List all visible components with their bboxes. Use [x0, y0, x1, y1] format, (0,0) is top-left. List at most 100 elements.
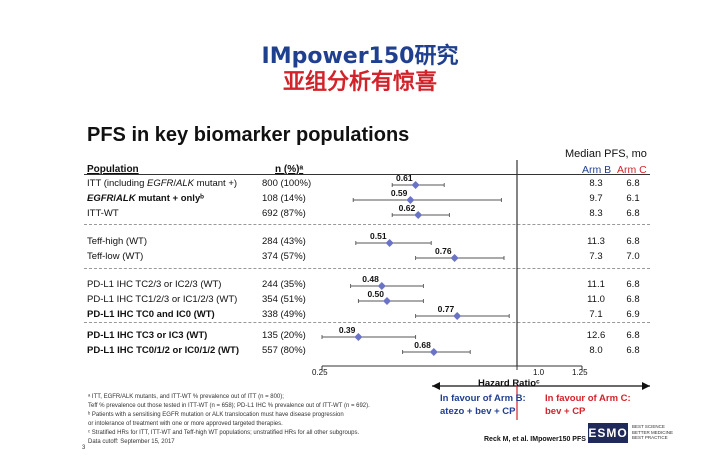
footnote: or intolerance of treatment with one or …	[88, 421, 283, 427]
hr-data-label: 0.77	[438, 304, 455, 314]
row-arm-c-median: 6.8	[626, 208, 640, 219]
row-label-part: EGFR	[147, 178, 174, 189]
row-arm-b-median: 7.3	[589, 251, 603, 262]
row-label-part: PD-L1 IHC TC0/1/2 or IC0/1/2 (WT)	[87, 345, 240, 356]
hr-marker	[377, 282, 386, 290]
row-n-value: 108 (14%)	[262, 193, 306, 204]
hr-marker	[450, 254, 459, 262]
esmo-tagline: BEST SCIENCE BETTER MEDICINE BEST PRACTI…	[632, 424, 673, 441]
hr-marker	[453, 312, 462, 320]
row-arm-c-median: 6.8	[626, 279, 640, 290]
median-pfs-header: Median PFS, mo	[565, 148, 647, 160]
hr-marker	[354, 333, 363, 341]
row-label-part: mutant +)	[194, 178, 238, 189]
row-arm-c-median: 6.8	[626, 330, 640, 341]
row-population-label: PD-L1 IHC TC2/3 or IC2/3 (WT)	[87, 279, 221, 290]
citation: Reck M, et al. IMpower150 PFS analysis.	[484, 436, 618, 443]
row-n-value: 374 (57%)	[262, 251, 306, 262]
row-arm-c-median: 6.8	[626, 236, 640, 247]
row-arm-b-median: 9.7	[589, 193, 603, 204]
row-label-part: mutant + onlyᵇ	[135, 193, 204, 204]
favour-arm-b-regimen: atezo + bev + CP	[440, 406, 516, 417]
row-label-part: ALK	[116, 193, 136, 204]
row-label-part: Teff-low (WT)	[87, 251, 144, 262]
esmo-tagline-line: BETTER MEDICINE	[632, 429, 674, 435]
footnote: ᶜ Stratified HRs for ITT, ITT-WT and Tef…	[88, 430, 360, 436]
favour-arrow-left-head	[432, 382, 440, 390]
row-label-part: PD-L1 IHC TC3 or IC3 (WT)	[87, 330, 208, 341]
row-n-value: 354 (51%)	[262, 294, 306, 305]
row-label-part: /	[113, 193, 117, 204]
row-arm-c-median: 6.8	[626, 178, 640, 189]
footnote: Teff % prevalence out those tested in IT…	[88, 403, 370, 409]
row-arm-b-median: 7.1	[589, 309, 603, 320]
row-arm-b-median: 11.3	[587, 236, 605, 247]
row-label-part: ITT-WT	[87, 208, 119, 219]
row-label-part: PD-L1 IHC TC1/2/3 or IC1/2/3 (WT)	[87, 294, 238, 305]
page-number: 3	[82, 445, 86, 451]
esmo-tagline-line: BEST PRACTICE	[632, 435, 668, 440]
row-n-value: 557 (80%)	[262, 345, 306, 356]
hr-marker	[414, 211, 423, 219]
hr-marker	[385, 239, 394, 247]
axis-tick-label: 1.25	[572, 368, 588, 377]
row-arm-b-median: 11.0	[587, 294, 605, 305]
row-label-part: /	[173, 178, 177, 189]
row-population-label: ITT-WT	[87, 208, 119, 219]
row-n-value: 692 (87%)	[262, 208, 306, 219]
favour-arm-b-title: In favour of Arm B:	[440, 393, 526, 404]
slide-title: IMpower150研究	[261, 44, 459, 69]
n-column-header: n (%)ᵃ	[275, 164, 304, 175]
axis-tick-label: 0.25	[312, 368, 328, 377]
hr-marker	[411, 181, 420, 189]
esmo-tagline-line: BEST SCIENCE	[632, 424, 665, 429]
row-n-value: 800 (100%)	[262, 178, 312, 189]
row-population-label: PD-L1 IHC TC0 and IC0 (WT)	[87, 309, 215, 320]
hr-data-label: 0.76	[435, 246, 452, 256]
row-population-label: Teff-low (WT)	[87, 251, 143, 262]
slide-subtitle: 亚组分析有惊喜	[282, 70, 437, 95]
hr-marker	[406, 196, 415, 204]
row-arm-b-median: 11.1	[587, 279, 605, 290]
row-n-value: 338 (49%)	[262, 309, 306, 320]
row-population-label: EGFR/ALK mutant + onlyᵇ	[87, 193, 204, 204]
row-label-part: PD-L1 IHC TC2/3 or IC2/3 (WT)	[87, 279, 222, 290]
header-divider	[84, 174, 650, 175]
row-arm-c-median: 6.9	[626, 309, 640, 320]
favour-arm-c-regimen: bev + CP	[545, 406, 586, 417]
row-arm-b-median: 12.6	[586, 330, 606, 341]
hr-data-label: 0.48	[362, 274, 379, 284]
footnote: ᵇ Patients with a sensitising EGFR mutat…	[88, 412, 344, 418]
footnote: Data cutoff: September 15, 2017	[88, 439, 175, 445]
group-divider	[84, 224, 650, 225]
hr-data-label: 0.62	[399, 203, 416, 213]
favour-arm-b-label: In favour of Arm B: atezo + bev + CP	[440, 392, 526, 418]
row-n-value: 244 (35%)	[262, 279, 306, 290]
row-arm-b-median: 8.0	[589, 345, 603, 356]
axis-title: Hazard Ratioᶜ	[478, 378, 540, 389]
esmo-logo: ESMO	[588, 423, 628, 443]
row-arm-c-median: 6.8	[626, 345, 640, 356]
row-label-part: EGFR	[87, 193, 114, 204]
hr-marker	[383, 297, 391, 305]
row-arm-b-median: 8.3	[589, 178, 603, 189]
favour-arm-c-title: In favour of Arm C:	[545, 393, 631, 404]
footnote: ᵃ ITT, EGFR/ALK mutants, and ITT-WT % pr…	[88, 394, 284, 400]
hr-data-label: 0.68	[414, 340, 431, 350]
row-label-part: Teff-high (WT)	[87, 236, 148, 247]
row-n-value: 135 (20%)	[262, 330, 306, 341]
row-population-label: PD-L1 IHC TC3 or IC3 (WT)	[87, 330, 207, 341]
section-heading: PFS in key biomarker populations	[87, 124, 410, 146]
group-divider	[84, 268, 650, 269]
row-arm-c-median: 7.0	[626, 251, 640, 262]
row-label-part: PD-L1 IHC TC0 and IC0 (WT)	[87, 309, 215, 320]
hr-marker	[429, 348, 438, 356]
row-population-label: PD-L1 IHC TC0/1/2 or IC0/1/2 (WT)	[87, 345, 239, 356]
hr-data-label: 0.59	[391, 188, 408, 198]
hr-data-label: 0.61	[396, 173, 413, 183]
arm-b-header: Arm B	[582, 164, 612, 176]
favour-arm-c-label: In favour of Arm C: bev + CP	[545, 392, 631, 418]
axis-tick-label: 1.0	[533, 368, 545, 377]
